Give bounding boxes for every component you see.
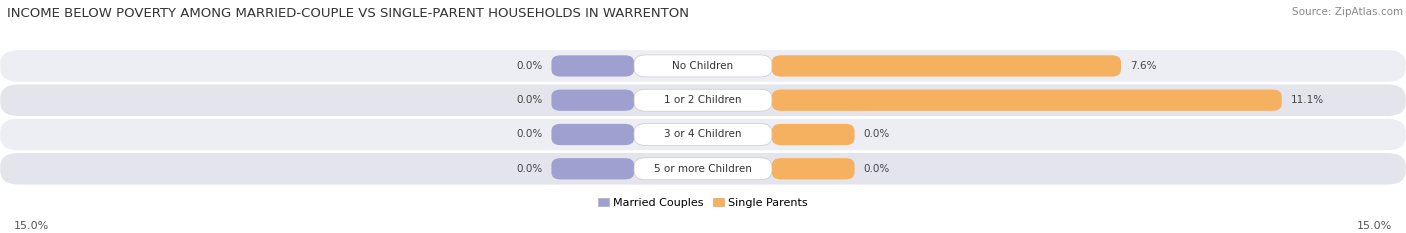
FancyBboxPatch shape — [551, 124, 634, 145]
Text: 0.0%: 0.0% — [516, 130, 543, 140]
Text: 0.0%: 0.0% — [516, 164, 543, 174]
FancyBboxPatch shape — [0, 153, 1406, 185]
Text: 1 or 2 Children: 1 or 2 Children — [664, 95, 742, 105]
Text: 15.0%: 15.0% — [1357, 221, 1392, 231]
Text: Source: ZipAtlas.com: Source: ZipAtlas.com — [1292, 7, 1403, 17]
FancyBboxPatch shape — [772, 90, 1282, 111]
FancyBboxPatch shape — [772, 55, 1121, 77]
FancyBboxPatch shape — [0, 50, 1406, 82]
Text: 5 or more Children: 5 or more Children — [654, 164, 752, 174]
Text: 15.0%: 15.0% — [14, 221, 49, 231]
Legend: Married Couples, Single Parents: Married Couples, Single Parents — [593, 193, 813, 212]
FancyBboxPatch shape — [772, 124, 855, 145]
FancyBboxPatch shape — [0, 119, 1406, 150]
FancyBboxPatch shape — [551, 90, 634, 111]
Text: No Children: No Children — [672, 61, 734, 71]
FancyBboxPatch shape — [634, 158, 772, 180]
FancyBboxPatch shape — [0, 84, 1406, 116]
Text: INCOME BELOW POVERTY AMONG MARRIED-COUPLE VS SINGLE-PARENT HOUSEHOLDS IN WARRENT: INCOME BELOW POVERTY AMONG MARRIED-COUPL… — [7, 7, 689, 20]
Text: 0.0%: 0.0% — [863, 130, 890, 140]
Text: 11.1%: 11.1% — [1291, 95, 1324, 105]
FancyBboxPatch shape — [551, 158, 634, 179]
FancyBboxPatch shape — [634, 89, 772, 111]
Text: 7.6%: 7.6% — [1130, 61, 1157, 71]
FancyBboxPatch shape — [634, 123, 772, 145]
FancyBboxPatch shape — [551, 55, 634, 77]
Text: 0.0%: 0.0% — [863, 164, 890, 174]
Text: 0.0%: 0.0% — [516, 61, 543, 71]
Text: 3 or 4 Children: 3 or 4 Children — [664, 130, 742, 140]
Text: 0.0%: 0.0% — [516, 95, 543, 105]
FancyBboxPatch shape — [772, 158, 855, 179]
FancyBboxPatch shape — [634, 55, 772, 77]
